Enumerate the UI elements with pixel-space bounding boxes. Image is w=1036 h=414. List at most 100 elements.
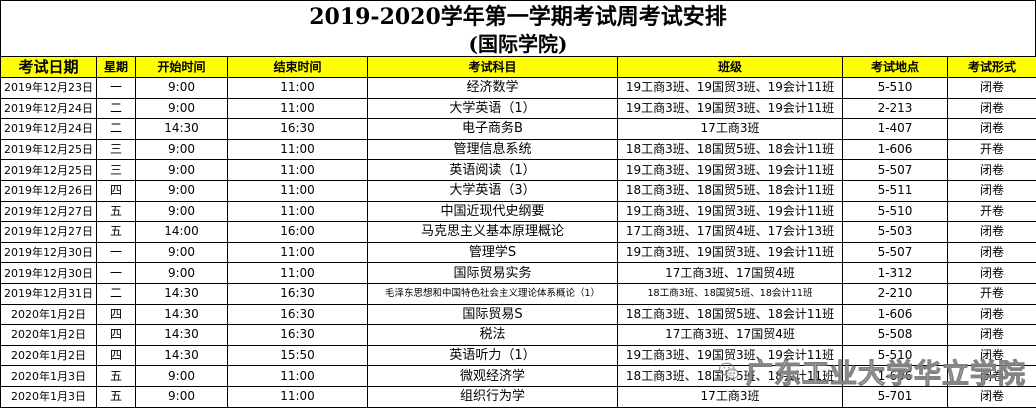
cell-date: 2020年1月3日: [0, 385, 97, 408]
cell-date: 2019年12月27日: [0, 221, 97, 243]
cell-class: 18工商3班、18国贸5班、18会计11班: [617, 303, 843, 326]
cell-subject: 经济数学: [367, 77, 618, 99]
cell-subject: 马克思主义基本原理概论: [367, 221, 618, 243]
cell-class: 17工商3班: [617, 385, 843, 408]
cell-weekday: 五: [96, 385, 136, 408]
header-end-time: 结束时间: [227, 56, 368, 78]
cell-subject: 中国近现代史纲要: [367, 200, 618, 223]
table-row: 2019年12月31日二 14:30 16:30 毛泽东思想和中国特色社会主义理论体系…: [0, 282, 1036, 305]
cell-date: 2020年1月2日: [0, 344, 97, 367]
cell-class: 17工商3班、17国贸4班: [617, 324, 843, 346]
cell-end-time: 11:00: [227, 241, 368, 264]
cell-class: 19工商3班、19国贸3班、19会计11班: [617, 97, 843, 120]
cell-end-time: 16:30: [227, 118, 368, 140]
cell-end-time: 11:00: [227, 97, 368, 120]
header-location: 考试地点: [842, 56, 948, 78]
cell-class: 17工商3班、17国贸4班、17会计13班: [617, 221, 843, 243]
cell-subject: 大学英语（3）: [367, 179, 618, 202]
cell-location: 5-510: [842, 77, 948, 99]
cell-end-time: 16:30: [227, 282, 368, 305]
cell-exam-type: 闭卷: [947, 97, 1036, 120]
cell-exam-type: 闭卷: [947, 385, 1036, 408]
cell-exam-type: 闭卷: [947, 262, 1036, 284]
table-row: 2020年1月3日五 9:00 11:00 组织行为学 17工商3班 5-701 闭卷: [0, 385, 1036, 408]
cell-start-time: 9:00: [135, 97, 228, 120]
cell-weekday: 二: [96, 282, 136, 305]
cell-date: 2019年12月25日: [0, 159, 97, 181]
cell-location: 5-510: [842, 200, 948, 223]
cell-start-time: 9:00: [135, 241, 228, 264]
cell-end-time: 16:30: [227, 303, 368, 326]
cell-subject: 大学英语（1）: [367, 97, 618, 120]
cell-weekday: 五: [96, 200, 136, 223]
cell-subject: 英语听力（1）: [367, 344, 618, 367]
cell-weekday: 二: [96, 97, 136, 120]
header-date: 考试日期: [0, 56, 97, 78]
cell-exam-type: 开卷: [947, 138, 1036, 161]
cell-location: 2-210: [842, 282, 948, 305]
cell-date: 2019年12月26日: [0, 179, 97, 202]
cell-end-time: 16:00: [227, 221, 368, 243]
cell-subject: 电子商务B: [367, 118, 618, 140]
cell-exam-type: 闭卷: [947, 344, 1036, 367]
cell-class: 19工商3班、19国贸3班、19会计11班: [617, 159, 843, 181]
header-start-time: 开始时间: [135, 56, 228, 78]
header-exam-type: 考试形式: [947, 56, 1036, 78]
table-header-row: 考试日期 星期 开始时间 结束时间 考试科目 班级 考试地点 考试形式: [0, 56, 1036, 78]
cell-start-time: 9:00: [135, 159, 228, 181]
title-block: 2019-2020学年第一学期考试周考试安排 (国际学院): [0, 0, 1036, 56]
cell-date: 2019年12月23日: [0, 77, 97, 99]
cell-subject: 管理学S: [367, 241, 618, 264]
cell-date: 2020年1月3日: [0, 365, 97, 387]
cell-location: 5-508: [842, 324, 948, 346]
cell-end-time: 11:00: [227, 200, 368, 223]
page-title: 2019-2020学年第一学期考试周考试安排: [309, 4, 727, 30]
exam-table: 考试日期 星期 开始时间 结束时间 考试科目 班级 考试地点 考试形式 2019…: [0, 56, 1036, 408]
cell-end-time: 15:50: [227, 344, 368, 367]
cell-weekday: 一: [96, 262, 136, 284]
table-row: 2019年12月25日三 9:00 11:00 英语阅读（1） 19工商3班、19国贸3…: [0, 159, 1036, 181]
cell-end-time: 11:00: [227, 179, 368, 202]
cell-start-time: 9:00: [135, 179, 228, 202]
cell-end-time: 11:00: [227, 365, 368, 387]
cell-location: 5-507: [842, 241, 948, 264]
cell-location: 1-606: [842, 138, 948, 161]
cell-date: 2020年1月2日: [0, 324, 97, 346]
cell-location: 1-606: [842, 303, 948, 326]
cell-subject: 税法: [367, 324, 618, 346]
cell-date: 2019年12月31日: [0, 282, 97, 305]
cell-exam-type: 闭卷: [947, 179, 1036, 202]
cell-subject: 毛泽东思想和中国特色社会主义理论体系概论（1）: [367, 282, 618, 305]
table-row: 2020年1月2日四 14:30 15:50 英语听力（1） 19工商3班、19国贸3班…: [0, 344, 1036, 367]
cell-end-time: 16:30: [227, 324, 368, 346]
cell-class: 18工商3班、18国贸5班、18会计11班: [617, 282, 843, 305]
cell-subject: 组织行为学: [367, 385, 618, 408]
cell-date: 2019年12月30日: [0, 262, 97, 284]
cell-date: 2019年12月24日: [0, 97, 97, 120]
cell-class: 18工商3班、18国贸5班、18会计11班: [617, 179, 843, 202]
cell-location: 5-510: [842, 344, 948, 367]
cell-weekday: 四: [96, 179, 136, 202]
cell-subject: 管理信息系统: [367, 138, 618, 161]
table-row: 2019年12月27日五 14:00 16:00 马克思主义基本原理概论 17工商3班、…: [0, 221, 1036, 243]
cell-date: 2020年1月2日: [0, 303, 97, 326]
cell-weekday: 五: [96, 365, 136, 387]
cell-class: 19工商3班、19国贸3班、19会计11班: [617, 344, 843, 367]
cell-location: 5-507: [842, 159, 948, 181]
cell-start-time: 9:00: [135, 200, 228, 223]
cell-subject: 国际贸易实务: [367, 262, 618, 284]
cell-end-time: 11:00: [227, 262, 368, 284]
cell-weekday: 四: [96, 303, 136, 326]
cell-location: 5-701: [842, 385, 948, 408]
cell-date: 2019年12月25日: [0, 138, 97, 161]
cell-class: 19工商3班、19国贸3班、19会计11班: [617, 241, 843, 264]
cell-exam-type: 开卷: [947, 200, 1036, 223]
cell-date: 2019年12月30日: [0, 241, 97, 264]
cell-class: 17工商3班: [617, 118, 843, 140]
table-row: 2019年12月30日一 9:00 11:00 管理学S 19工商3班、19国贸3班、1…: [0, 241, 1036, 264]
table-row: 2020年1月2日四 14:30 16:30 税法 17工商3班、17国贸4班 5-508…: [0, 324, 1036, 346]
table-row: 2019年12月23日一 9:00 11:00 经济数学 19工商3班、19国贸3班、1…: [0, 77, 1036, 99]
cell-end-time: 11:00: [227, 138, 368, 161]
cell-start-time: 14:30: [135, 324, 228, 346]
table-row: 2020年1月2日四 14:30 16:30 国际贸易S 18工商3班、18国贸5班、1…: [0, 303, 1036, 326]
